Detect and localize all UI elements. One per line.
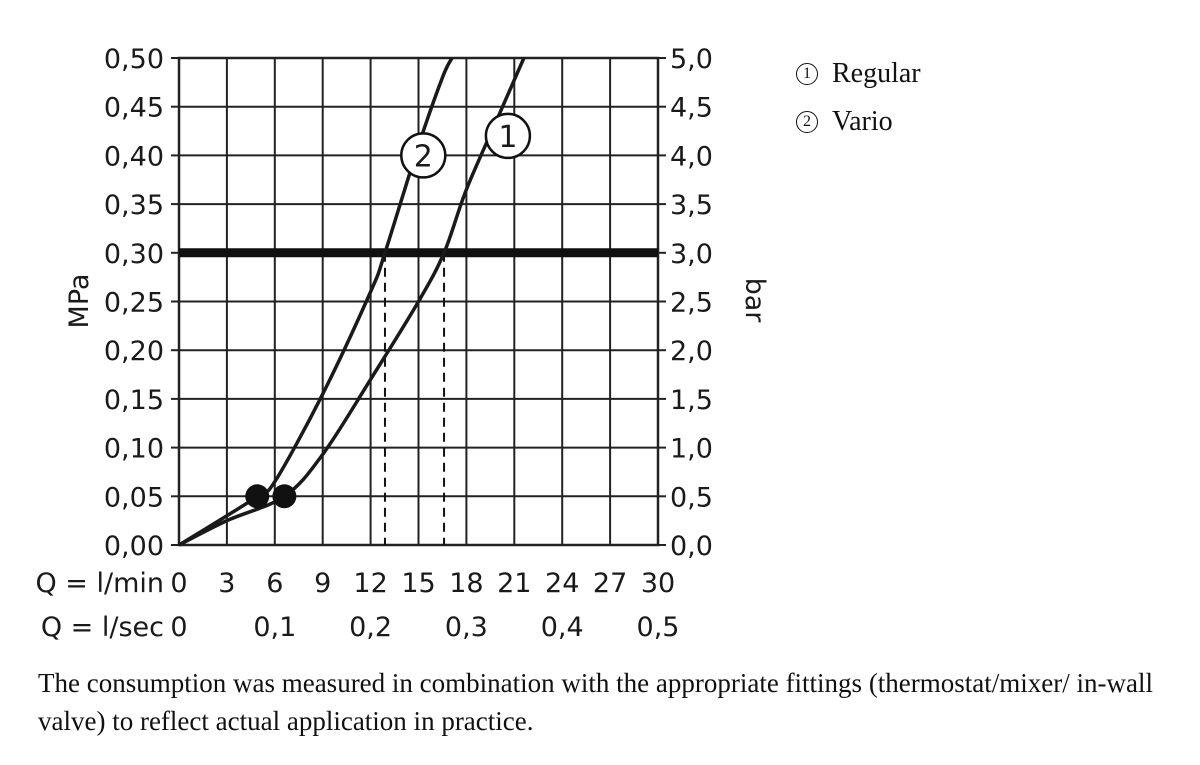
x-tick-label-0-0: 0 (170, 568, 187, 599)
series-label-circle-regular (484, 112, 532, 160)
x-tick-label-0-6: 18 (449, 568, 483, 599)
y-axis-title-right: bar (739, 278, 770, 324)
series-point-vario (245, 484, 270, 509)
legend-label-regular: Regular (832, 58, 921, 89)
y-tick-label-right-6: 3,0 (670, 239, 713, 270)
y-tick-label-right-1: 0,5 (670, 482, 713, 513)
pressure-flow-chart: 0,00 0,00,05 0,50,10 1,00,15 1,50,20 2,00,25 2… (35, 44, 770, 643)
x-tick-label-0-8: 24 (545, 568, 579, 599)
x-tick-label-1-1: 0,1 (253, 612, 296, 643)
y-tick-label-left-1: 0,05 (104, 482, 164, 513)
legend-item-regular: 1 Regular (796, 50, 921, 98)
y-tick-label-right-7: 3,5 (670, 190, 713, 221)
x-tick-label-0-9: 27 (593, 568, 627, 599)
series-label-circle-vario (400, 132, 447, 179)
x-tick-label-0-2: 6 (266, 568, 283, 599)
x-tick-label-0-10: 30 (641, 568, 675, 599)
y-tick-label-left-10: 0,50 (104, 44, 164, 75)
y-tick-label-left-5: 0,25 (104, 288, 164, 319)
y-axis-title-left: MPa (64, 274, 95, 329)
y-tick-label-left-8: 0,40 (104, 141, 164, 172)
x-tick-label-1-5: 0,5 (637, 612, 680, 643)
chart-legend: 1 Regular 2 Vario (796, 50, 921, 146)
y-tick-label-right-2: 1,0 (670, 434, 713, 465)
y-tick-label-right-4: 2,0 (670, 336, 713, 367)
y-tick-label-right-9: 4,5 (670, 93, 713, 124)
legend-item-vario: 2 Vario (796, 98, 921, 146)
x-tick-label-1-3: 0,3 (445, 612, 488, 643)
x-axis-row-label-0: Q = l/min (35, 568, 164, 599)
x-tick-label-0-1: 3 (218, 568, 235, 599)
x-tick-label-1-2: 0,2 (349, 612, 392, 643)
series-point-regular (272, 484, 297, 509)
x-tick-label-0-4: 12 (353, 568, 387, 599)
legend-marker-1: 1 (796, 63, 818, 85)
y-tick-label-left-3: 0,15 (104, 385, 164, 416)
x-tick-label-1-0: 0 (170, 612, 187, 643)
x-tick-label-0-3: 9 (314, 568, 331, 599)
y-tick-label-left-0: 0,00 (104, 531, 164, 562)
y-tick-label-left-6: 0,30 (104, 239, 164, 270)
legend-marker-2: 2 (796, 111, 818, 133)
y-tick-label-left-7: 0,35 (104, 190, 164, 221)
x-tick-label-1-4: 0,4 (541, 612, 584, 643)
series-label-num-regular: 1 (498, 120, 517, 155)
y-tick-label-left-9: 0,45 (104, 93, 164, 124)
x-axis-row-label-1: Q = l/sec (41, 612, 164, 643)
x-tick-label-0-5: 15 (401, 568, 435, 599)
x-tick-label-0-7: 21 (497, 568, 531, 599)
y-tick-label-right-8: 4,0 (670, 141, 713, 172)
y-tick-label-left-2: 0,10 (104, 434, 164, 465)
y-tick-label-left-4: 0,20 (104, 336, 164, 367)
legend-label-vario: Vario (832, 106, 893, 137)
y-tick-label-right-0: 0,0 (670, 531, 713, 562)
y-tick-label-right-3: 1,5 (670, 385, 713, 416)
y-tick-label-right-5: 2,5 (670, 288, 713, 319)
series-line-regular (178, 57, 526, 547)
y-tick-label-right-10: 5,0 (670, 44, 713, 75)
series-label-num-vario: 2 (414, 139, 433, 174)
chart-caption: The consumption was measured in combinat… (38, 668, 1153, 736)
